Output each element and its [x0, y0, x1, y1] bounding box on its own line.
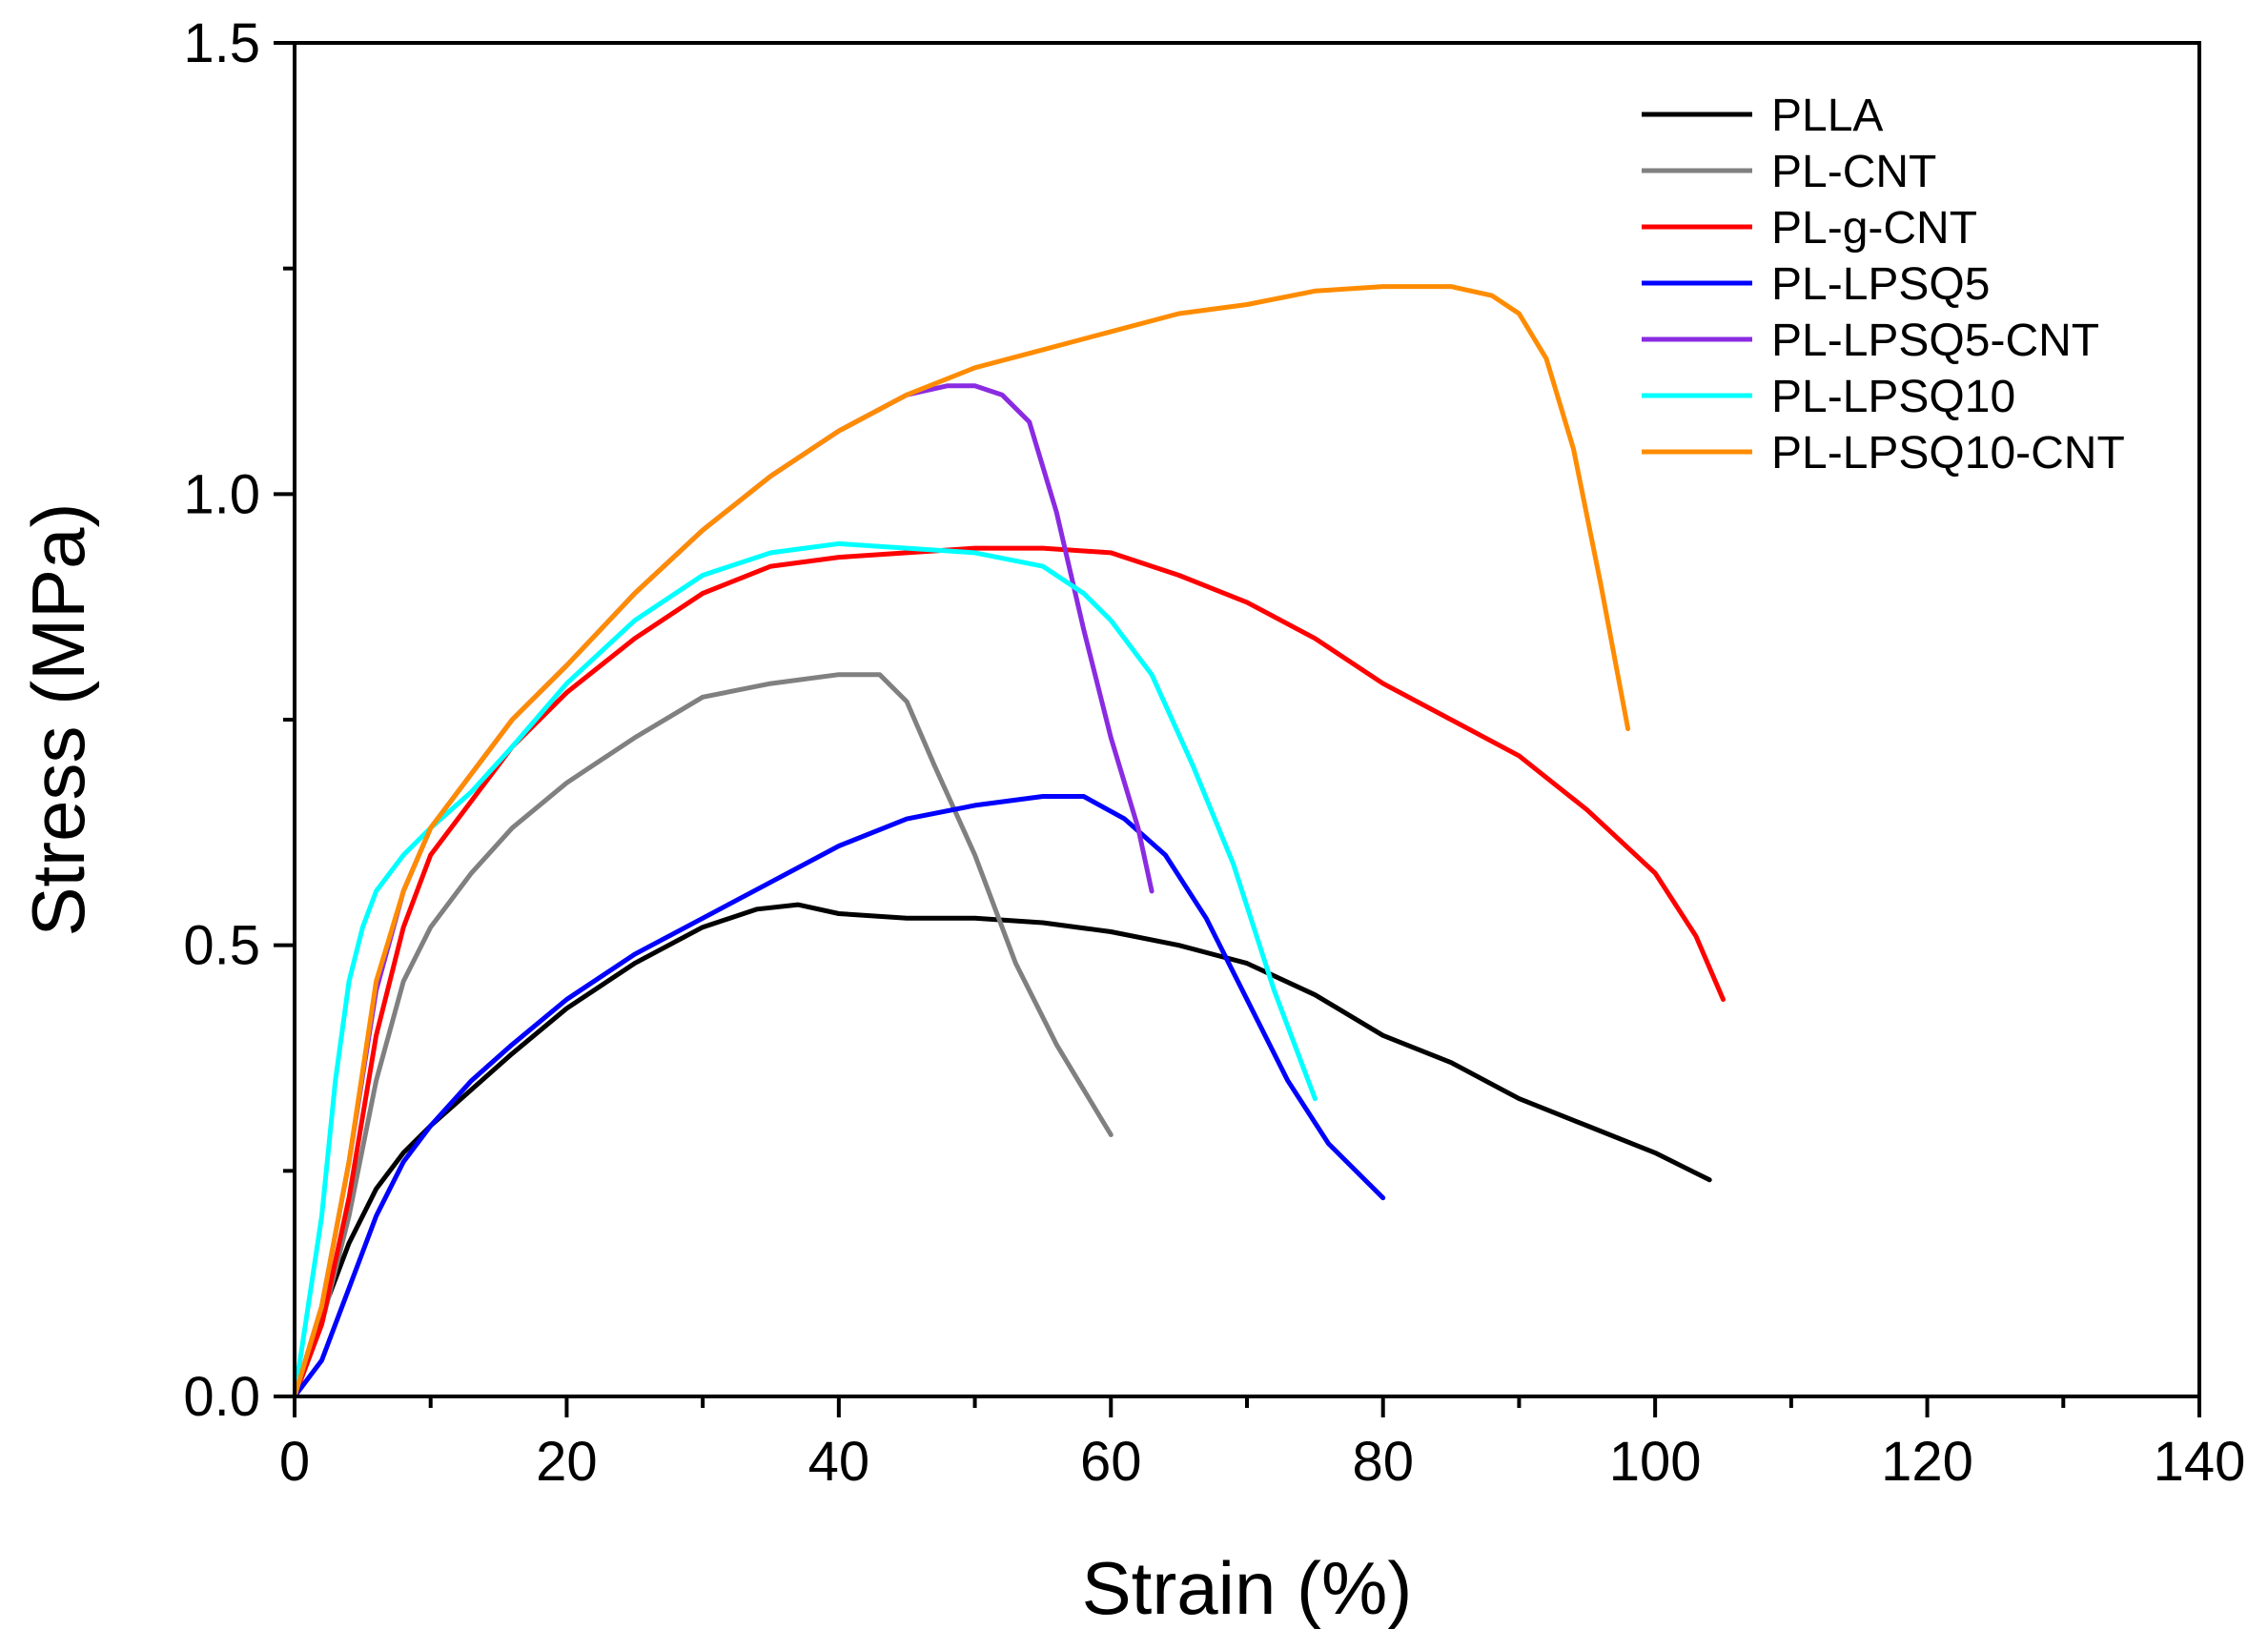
series-layer	[292, 284, 1726, 1399]
x-tick-label: 40	[808, 1431, 870, 1493]
tick-layer: 0 20 40 60 80 100 120 140 0.0 0.5 1.0 1.5	[183, 12, 2245, 1493]
legend-label-pl-lpsq10-cnt: PL-LPSQ10-CNT	[1771, 428, 2125, 479]
y-axis-title: Stress (MPa)	[16, 502, 100, 936]
x-tick-label: 140	[2154, 1431, 2246, 1493]
x-tick-label: 0	[279, 1431, 310, 1493]
series-line-pl-lpsq10	[292, 540, 1318, 1399]
x-axis-title: Strain (%)	[1082, 1546, 1413, 1630]
legend-label-pl-lpsq5-cnt: PL-LPSQ5-CNT	[1771, 316, 2099, 366]
series-line-pl-g-cnt	[292, 545, 1726, 1399]
x-tick-label: 80	[1352, 1431, 1414, 1493]
y-tick-label: 1.0	[183, 463, 260, 525]
x-tick-label: 100	[1609, 1431, 1702, 1493]
series-line-pl-cnt	[292, 672, 1114, 1399]
series-line-pl-lpsq10-cnt	[292, 284, 1631, 1399]
x-tick-label: 60	[1080, 1431, 1142, 1493]
legend-label-pl-cnt: PL-CNT	[1771, 147, 1936, 197]
legend-label-plla: PLLA	[1771, 91, 1883, 141]
series-line-plla	[292, 902, 1712, 1399]
legend-label-pl-lpsq10: PL-LPSQ10	[1771, 372, 2015, 422]
y-tick-label: 0.5	[183, 915, 260, 977]
x-tick-label: 120	[1881, 1431, 1973, 1493]
x-tick-label: 20	[536, 1431, 598, 1493]
legend-label-pl-g-cnt: PL-g-CNT	[1771, 203, 1977, 254]
y-tick-label: 1.5	[183, 12, 260, 74]
y-tick-label: 0.0	[183, 1366, 260, 1428]
series-line-pl-lpsq5	[292, 794, 1386, 1399]
legend-label-pl-lpsq5: PL-LPSQ5	[1771, 259, 1990, 310]
